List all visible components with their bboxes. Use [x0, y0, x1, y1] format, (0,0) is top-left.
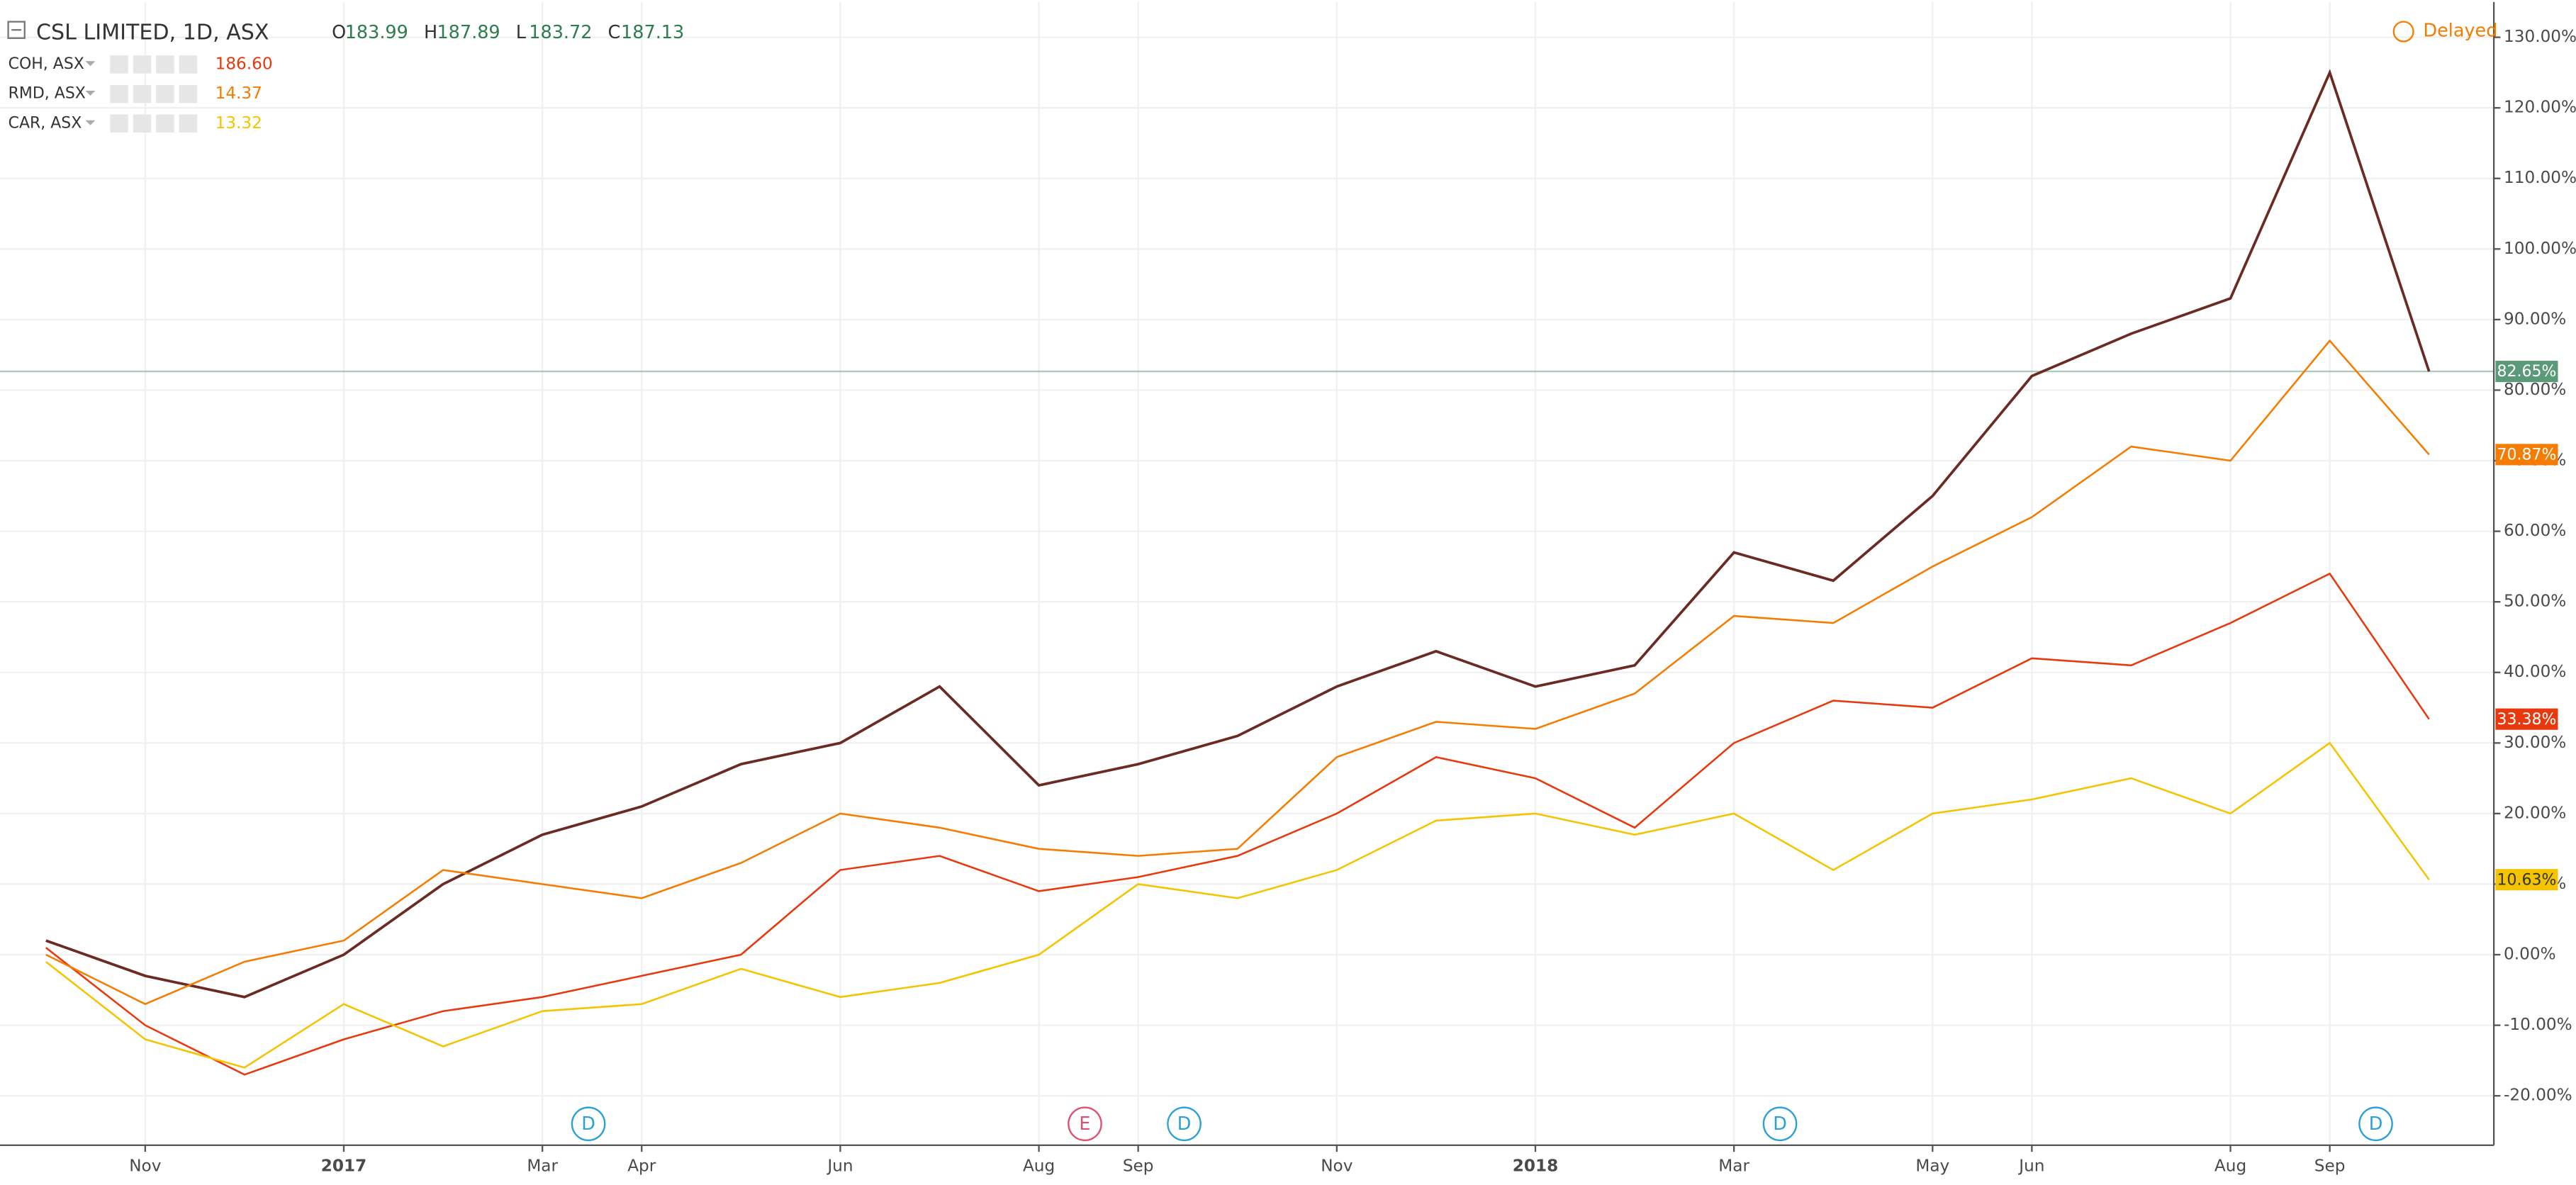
ohlc-value: 187.89: [437, 22, 500, 43]
x-tick-label: Aug: [1023, 1157, 1055, 1176]
event-label: D: [1773, 1113, 1787, 1135]
y-tick-label: 20.00%: [2504, 803, 2566, 822]
value-badge: [2495, 869, 2558, 891]
ohlc-value: 183.99: [345, 22, 408, 43]
y-tick-label: 40.00%: [2504, 662, 2566, 681]
legend-button[interactable]: [156, 84, 174, 103]
event-marker[interactable]: [1167, 1106, 1202, 1142]
value-label: 82.65%: [2497, 363, 2557, 381]
value-badge: [2495, 444, 2558, 466]
event-label: D: [581, 1113, 595, 1135]
legend-name: CAR, ASX: [9, 114, 82, 132]
ohlc-key: L: [516, 22, 527, 43]
event-label: D: [2369, 1113, 2383, 1135]
legend-price: 186.60: [215, 54, 273, 73]
y-tick-label: 100.00%: [2504, 239, 2576, 258]
y-tick-label: 110.00%: [2504, 168, 2576, 187]
series-line: [45, 572, 2430, 1076]
value-label: 33.38%: [2497, 711, 2557, 729]
y-tick-label: 0.00%: [2504, 945, 2556, 964]
grid: [0, 1, 2494, 1145]
legend-button[interactable]: [110, 55, 128, 74]
series-line: [45, 741, 2430, 1069]
y-tick-label: -20.00%: [2504, 1086, 2572, 1105]
x-tick-label: Sep: [2314, 1157, 2346, 1176]
value-label: 10.63%: [2497, 871, 2557, 889]
legend-name: COH, ASX: [9, 55, 84, 73]
x-tick-label: Jun: [2017, 1157, 2044, 1176]
ohlc-key: O: [332, 22, 346, 43]
legend-button[interactable]: [179, 55, 198, 74]
y-tick-label: 130.00%: [2504, 27, 2576, 46]
legend-button[interactable]: [110, 84, 128, 103]
series-line: [45, 69, 2431, 999]
delayed-icon: [2392, 21, 2414, 43]
y-tick-label: 60.00%: [2504, 521, 2566, 540]
ohlc-key: H: [424, 22, 437, 43]
legend-price: 13.32: [215, 113, 262, 133]
collapse-button[interactable]: [7, 21, 26, 39]
event-marker[interactable]: [1762, 1106, 1798, 1142]
event-marker[interactable]: [1068, 1106, 1102, 1142]
x-tick-label: May: [1915, 1157, 1949, 1176]
x-tick-label: 2017: [321, 1157, 366, 1176]
y-tick-label: -10.00%: [2504, 1015, 2572, 1034]
value-label: 70.87%: [2497, 447, 2557, 464]
x-tick-label: Mar: [527, 1157, 558, 1176]
legend-button[interactable]: [110, 114, 128, 133]
event-marker[interactable]: [2358, 1106, 2393, 1142]
legend-button[interactable]: [179, 114, 198, 133]
chart-title: CSL LIMITED, 1D, ASX: [36, 20, 269, 45]
y-tick-label: 90.00%: [2504, 309, 2566, 328]
event-label: E: [1079, 1113, 1090, 1135]
x-tick-label: Apr: [627, 1157, 656, 1176]
event-label: D: [1177, 1113, 1192, 1135]
x-tick-label: Sep: [1123, 1157, 1154, 1176]
value-badge: [2495, 361, 2558, 383]
y-tick-label: 30.00%: [2504, 733, 2566, 752]
ohlc-key: C: [608, 22, 621, 43]
x-tick-label: 2018: [1513, 1157, 1558, 1176]
legend-dropdown: [85, 90, 96, 96]
value-badge: [2495, 708, 2558, 730]
x-tick-label: Nov: [1321, 1157, 1353, 1176]
y-tick-label: 80.00%: [2504, 380, 2566, 399]
legend-button[interactable]: [133, 114, 152, 133]
x-tick-label: Mar: [1718, 1157, 1749, 1176]
plot-area: [0, 69, 2494, 1076]
x-tick-label: Jun: [826, 1157, 853, 1176]
legend-button[interactable]: [133, 55, 152, 74]
x-tick-label: Nov: [129, 1157, 161, 1176]
legend-dropdown: [85, 61, 96, 67]
legend-button[interactable]: [156, 55, 174, 74]
y-tick-label: 50.00%: [2504, 592, 2566, 611]
x-tick-label: Aug: [2214, 1157, 2246, 1176]
ohlc-value: 183.72: [529, 22, 592, 43]
legend-button[interactable]: [179, 84, 198, 103]
legend-button[interactable]: [156, 114, 174, 133]
event-marker[interactable]: [571, 1106, 606, 1142]
axes: -20.00%-10.00%0.00%10.00%20.00%30.00%40.…: [129, 27, 2576, 1175]
legend-button[interactable]: [133, 84, 152, 103]
legend-dropdown: [85, 120, 96, 125]
y-tick-label: 120.00%: [2504, 98, 2576, 117]
series-line: [45, 339, 2430, 1006]
ohlc-value: 187.13: [621, 22, 684, 43]
legend-price: 14.37: [215, 84, 262, 103]
legend-name: RMD, ASX: [9, 85, 86, 103]
delayed-status[interactable]: Delayed: [2423, 21, 2497, 42]
